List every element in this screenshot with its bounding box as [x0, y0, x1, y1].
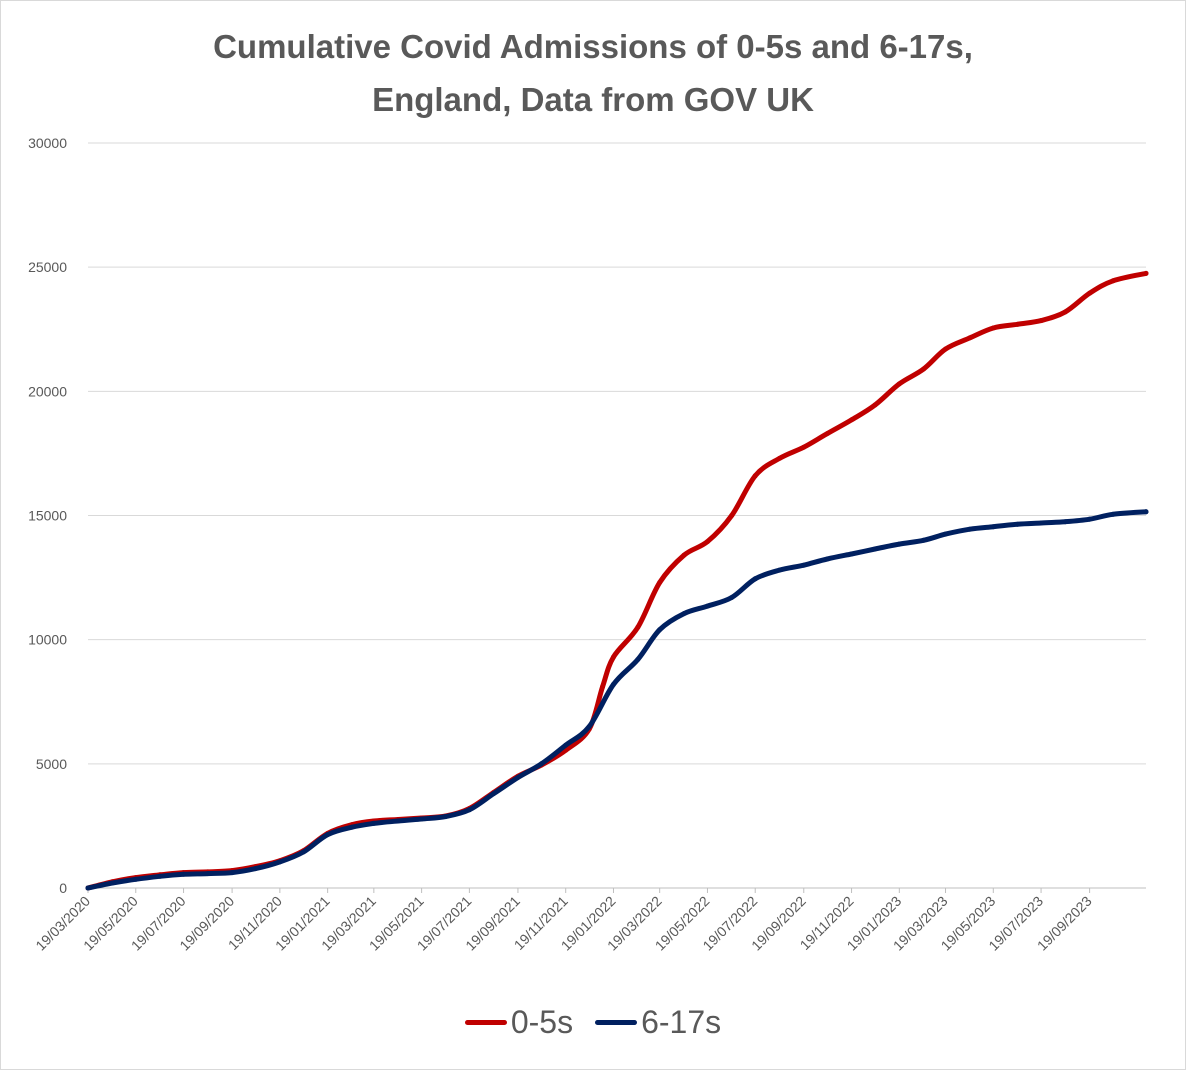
data-point-0-5s — [967, 335, 973, 341]
y-axis-ticks: 0 5000 10000 15000 20000 25000 30000 — [28, 135, 67, 896]
data-point-6-17s — [824, 556, 830, 562]
legend-item-0-5s: 0-5s — [464, 1004, 574, 1041]
data-point-6-17s — [1038, 520, 1044, 526]
data-point-6-17s — [181, 871, 186, 877]
data-point-6-17s — [157, 873, 163, 879]
data-point-6-17s — [205, 871, 211, 877]
y-tick-label-15000: 15000 — [28, 508, 67, 524]
data-point-6-17s — [300, 849, 306, 855]
data-point-0-5s — [729, 513, 735, 518]
data-point-0-5s — [635, 624, 641, 630]
data-point-6-17s — [777, 567, 782, 573]
chart-title-line-2: England, Data from GOV UK — [372, 81, 814, 118]
data-point-6-17s — [943, 531, 948, 537]
data-point-0-5s — [1038, 318, 1044, 324]
legend-label-0-5s: 0-5s — [510, 1004, 574, 1040]
chart-legend: 0-5s 6-17s — [0, 1004, 1186, 1041]
legend-swatch-0-5s — [464, 1020, 507, 1025]
series-0-5s — [85, 270, 1149, 891]
data-point-0-5s — [752, 473, 758, 479]
data-point-6-17s — [1015, 521, 1021, 527]
legend-item-6-17s: 6-17s — [595, 1004, 721, 1041]
data-point-6-17s — [752, 576, 758, 582]
series-6-17s — [85, 509, 1149, 891]
data-point-0-5s — [611, 654, 616, 660]
y-tick-label-20000: 20000 — [28, 383, 67, 399]
data-point-0-5s — [849, 417, 854, 423]
data-point-6-17s — [229, 870, 235, 876]
data-point-6-17s — [990, 524, 996, 530]
data-point-6-17s — [85, 885, 91, 891]
data-point-6-17s — [563, 742, 569, 748]
y-tick-label-30000: 30000 — [28, 135, 67, 151]
line-chart: 0 5000 10000 15000 20000 25000 30000 19/03/202… — [28, 135, 1149, 954]
data-point-6-17s — [395, 818, 401, 824]
y-tick-label-25000: 25000 — [28, 259, 67, 275]
data-point-0-5s — [1110, 278, 1116, 284]
data-point-0-5s — [1062, 309, 1068, 315]
data-point-6-17s — [349, 824, 355, 830]
data-point-0-5s — [1087, 290, 1093, 296]
data-point-6-17s — [133, 876, 139, 882]
x-axis-ticks: 19/03/202019/05/202019/07/202019/09/2020… — [32, 888, 1095, 954]
data-point-6-17s — [705, 603, 710, 609]
series-lines — [85, 270, 1149, 891]
data-point-6-17s — [443, 814, 449, 819]
data-point-6-17s — [681, 611, 687, 617]
data-point-0-5s — [600, 684, 605, 690]
data-point-6-17s — [538, 761, 544, 767]
y-tick-label-5000: 5000 — [36, 756, 67, 772]
series-line-6-17s — [85, 509, 1149, 891]
data-point-6-17s — [419, 816, 425, 822]
data-point-6-17s — [967, 526, 973, 532]
data-point-6-17s — [729, 595, 735, 600]
data-point-6-17s — [325, 832, 331, 838]
data-point-6-17s — [849, 551, 854, 557]
data-point-6-17s — [1087, 516, 1093, 522]
data-point-6-17s — [1110, 511, 1116, 517]
data-point-0-5s — [657, 580, 663, 585]
data-point-0-5s — [896, 381, 902, 387]
data-point-0-5s — [801, 444, 807, 450]
series-line-0-5s — [85, 270, 1149, 891]
data-point-0-5s — [1143, 270, 1149, 276]
data-point-6-17s — [1143, 509, 1149, 515]
data-point-6-17s — [921, 537, 927, 543]
data-point-6-17s — [515, 775, 521, 780]
data-point-6-17s — [277, 859, 283, 865]
data-point-6-17s — [896, 541, 902, 547]
data-point-0-5s — [921, 366, 927, 372]
data-point-6-17s — [801, 562, 807, 568]
data-point-0-5s — [681, 552, 687, 558]
legend-label-6-17s: 6-17s — [641, 1004, 722, 1040]
data-point-0-5s — [872, 402, 878, 408]
data-point-6-17s — [491, 791, 497, 797]
data-point-0-5s — [824, 431, 830, 437]
data-point-6-17s — [635, 657, 641, 662]
data-point-0-5s — [943, 346, 948, 352]
data-point-6-17s — [586, 724, 592, 730]
data-point-6-17s — [611, 681, 616, 687]
data-point-6-17s — [872, 546, 878, 552]
data-point-6-17s — [1062, 519, 1068, 525]
data-point-0-5s — [777, 455, 782, 461]
data-point-6-17s — [371, 820, 377, 826]
y-tick-label-0: 0 — [59, 880, 67, 896]
gridlines — [88, 142, 1146, 889]
data-point-6-17s — [657, 627, 663, 633]
data-point-0-5s — [990, 325, 996, 331]
chart-title-line-1: Cumulative Covid Admissions of 0-5s and … — [213, 28, 973, 65]
data-point-6-17s — [466, 807, 472, 813]
y-tick-label-10000: 10000 — [28, 632, 67, 648]
data-point-0-5s — [1015, 321, 1021, 327]
data-point-6-17s — [253, 866, 259, 872]
data-point-6-17s — [109, 880, 115, 886]
chart-title: Cumulative Covid Admissions of 0-5s and … — [0, 20, 1186, 126]
data-point-0-5s — [705, 539, 710, 545]
legend-swatch-6-17s — [595, 1020, 638, 1025]
